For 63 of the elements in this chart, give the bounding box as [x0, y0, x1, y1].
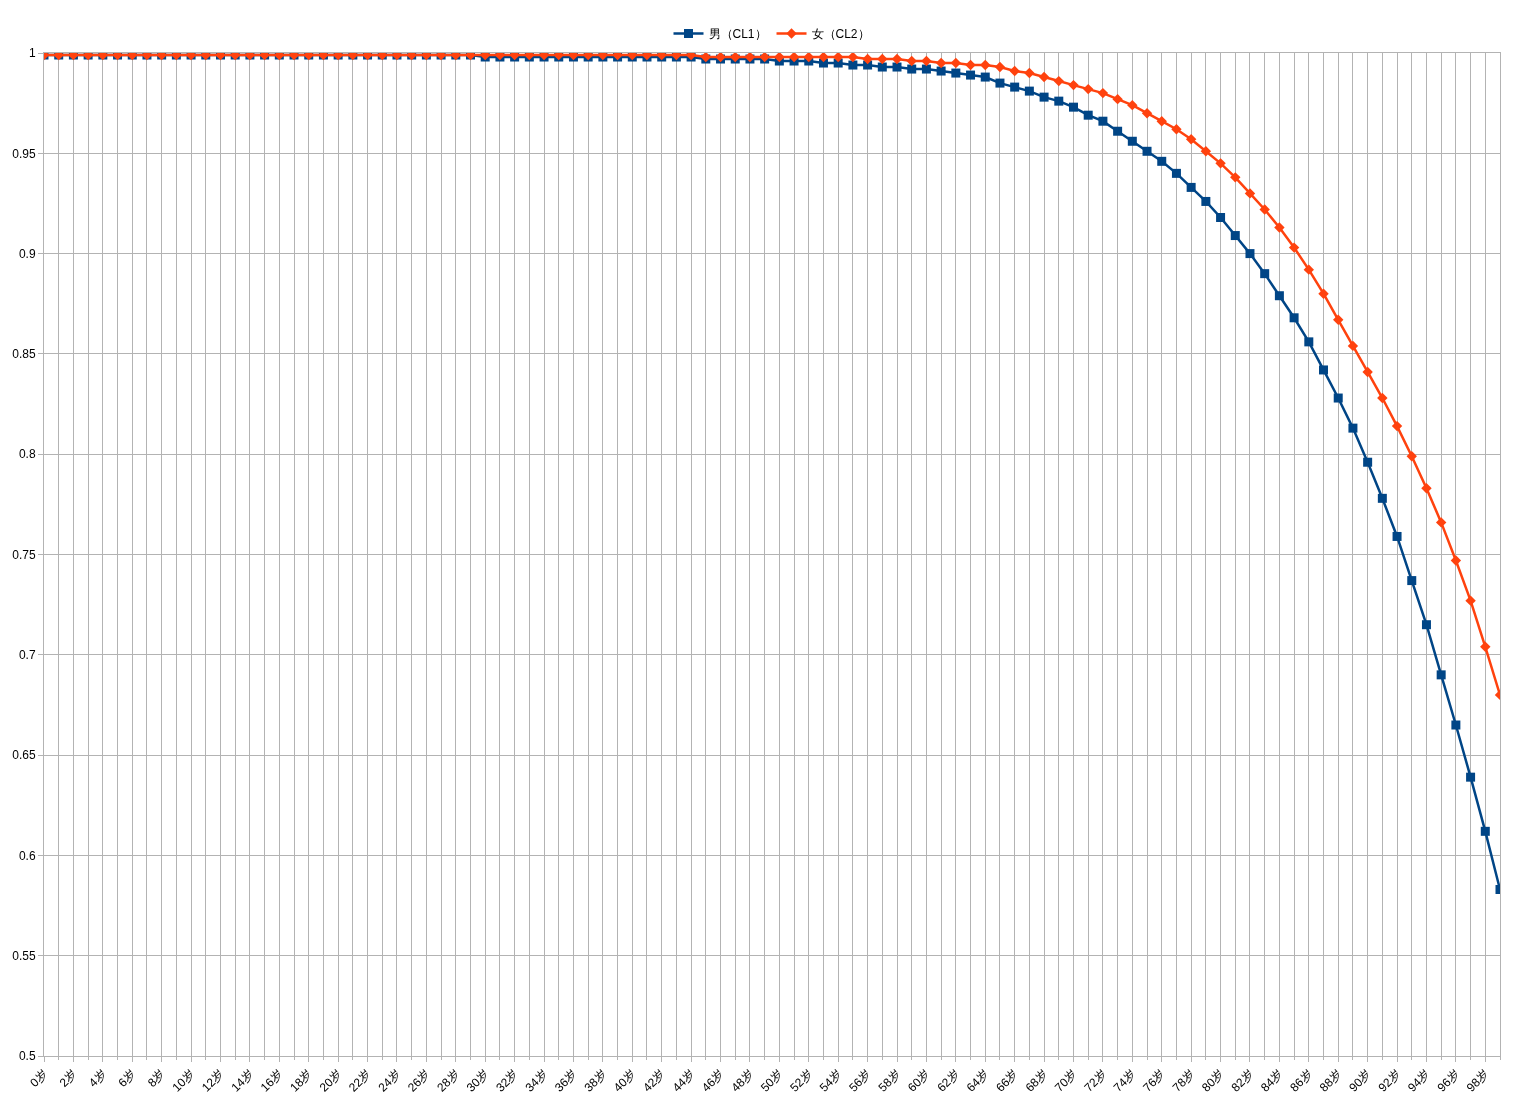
x-tick-label: 64岁: [963, 1066, 992, 1095]
y-tick-label: 0.95: [12, 146, 36, 161]
x-tick-label: 42岁: [640, 1066, 669, 1095]
x-tick-label: 2岁: [56, 1066, 80, 1090]
x-tick-label: 26岁: [404, 1066, 433, 1095]
y-tick-label: 0.7: [18, 648, 36, 662]
y-tick-label: 0.8: [18, 447, 36, 462]
x-tick-label: 62岁: [934, 1066, 963, 1095]
x-tick-label: 36岁: [551, 1066, 580, 1095]
x-tick-label: 30岁: [463, 1066, 492, 1095]
x-tick-label: 18岁: [287, 1066, 316, 1095]
x-tick-label: 16岁: [257, 1066, 286, 1095]
x-tick-label: 32岁: [493, 1066, 521, 1095]
x-tick-label: 92岁: [1375, 1066, 1404, 1095]
x-tick-label: 8岁: [144, 1066, 169, 1090]
x-tick-label: 48岁: [728, 1066, 757, 1095]
y-tick-label: 0.55: [12, 948, 36, 963]
x-tick-label: 44岁: [669, 1066, 698, 1095]
x-tick-label: 58岁: [875, 1066, 904, 1095]
x-tick-label: 94岁: [1404, 1066, 1433, 1095]
x-tick-label: 68岁: [1022, 1066, 1051, 1095]
y-tick-label: 0.6: [18, 848, 36, 863]
x-tick-label: 56岁: [846, 1066, 874, 1095]
x-tick-label: 24岁: [375, 1066, 404, 1095]
x-tick-label: 54岁: [816, 1066, 845, 1095]
x-tick-label: 60岁: [904, 1066, 933, 1095]
x-tick-label: 14岁: [228, 1066, 257, 1095]
x-tick-label: 82岁: [1228, 1066, 1257, 1095]
y-tick-label: 1: [28, 46, 36, 61]
x-tick-label: 28岁: [434, 1066, 463, 1095]
x-tick-label: 70岁: [1052, 1066, 1080, 1095]
x-tick-label: 86岁: [1287, 1066, 1316, 1095]
x-tick-label: 76岁: [1140, 1066, 1169, 1095]
x-tick-label: 74岁: [1110, 1066, 1139, 1095]
y-tick-label: 0.5: [18, 1049, 36, 1064]
x-tick-label: 72岁: [1081, 1066, 1110, 1095]
x-tick-label: 10岁: [169, 1066, 198, 1095]
x-tick-label: 34岁: [522, 1066, 551, 1095]
x-tick-label: 40岁: [610, 1066, 639, 1095]
x-tick-label: 46岁: [699, 1066, 727, 1095]
x-tick-label: 22岁: [346, 1066, 374, 1095]
x-tick-label: 6岁: [115, 1066, 139, 1090]
x-tick-label: 4岁: [86, 1066, 110, 1090]
y-tick-label: 0.75: [12, 547, 36, 562]
x-tick-label: 80岁: [1199, 1066, 1227, 1095]
x-tick-label: 0岁: [27, 1066, 51, 1090]
legend-label: 男（CL1）: [708, 27, 767, 42]
x-tick-label: 12岁: [199, 1066, 227, 1095]
x-tick-label: 20岁: [316, 1066, 345, 1095]
y-tick-label: 0.9: [18, 246, 36, 261]
x-tick-label: 66岁: [993, 1066, 1022, 1095]
x-tick-label: 50岁: [757, 1066, 786, 1095]
y-tick-label: 0.85: [12, 347, 36, 362]
x-tick-label: 96岁: [1434, 1066, 1463, 1095]
y-tick-label: 0.65: [12, 748, 36, 763]
x-tick-label: 78岁: [1169, 1066, 1198, 1095]
x-tick-label: 84岁: [1257, 1066, 1286, 1095]
x-tick-label: 88岁: [1316, 1066, 1345, 1095]
x-tick-label: 38岁: [581, 1066, 610, 1095]
x-tick-label: 98岁: [1463, 1066, 1492, 1095]
x-tick-label: 90岁: [1346, 1066, 1374, 1095]
x-tick-label: 52岁: [787, 1066, 816, 1095]
legend-label: 女（CL2）: [811, 27, 870, 42]
